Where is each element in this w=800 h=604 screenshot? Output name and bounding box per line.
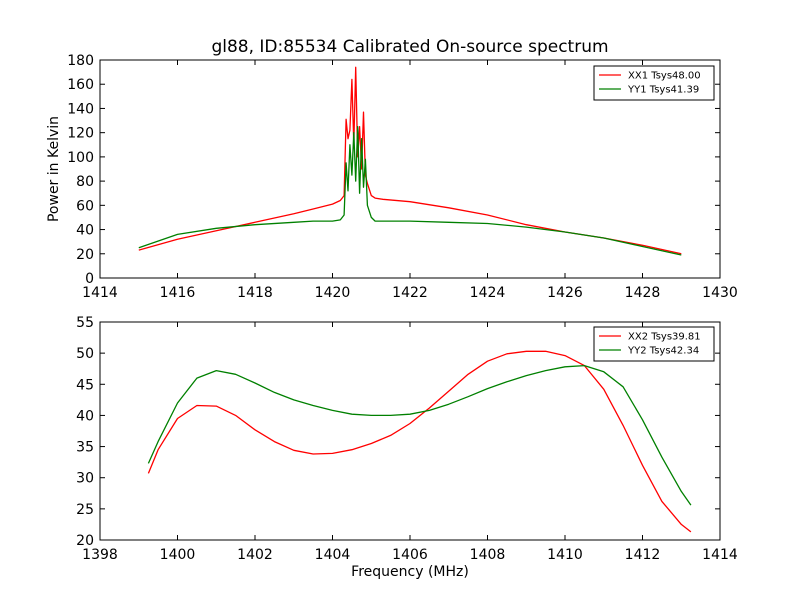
y-tick-label: 35: [76, 440, 94, 456]
y-tick-label: 0: [85, 271, 94, 287]
x-tick-label: 1426: [547, 285, 583, 301]
x-tick-label: 1410: [547, 547, 583, 563]
chart-title: gl88, ID:85534 Calibrated On-source spec…: [211, 37, 608, 57]
series-line-2: [147, 364, 692, 506]
y-tick-label: 25: [76, 502, 94, 518]
y-tick-label: 30: [76, 471, 94, 487]
y-tick-label: 20: [76, 533, 94, 549]
y-tick-label: 80: [76, 174, 94, 190]
y-tick-label: 180: [67, 53, 94, 69]
y-tick-label: 20: [76, 247, 94, 263]
x-tick-label: 1428: [625, 285, 661, 301]
legend-box: [593, 326, 715, 362]
plot-panel-2: 1398 1400 1402 1404 1406 1408 1410 1412 1414 20 25…: [76, 315, 738, 580]
y-axis-label: Power in Kelvin: [46, 116, 62, 222]
x-tick-label: 1422: [392, 285, 428, 301]
x-tick-label: 1420: [315, 285, 351, 301]
y-tick-label: 40: [76, 408, 94, 424]
x-tick-label: 1412: [625, 547, 661, 563]
legend: XX1 Tsys48.00 YY1 Tsys41.39: [593, 65, 715, 101]
x-tick-label: 1406: [392, 547, 428, 563]
x-tick-label: 1414: [702, 547, 738, 563]
y-tick-label: 50: [76, 346, 94, 362]
y-tick-label: 100: [67, 150, 94, 166]
x-tick-label: 1400: [160, 547, 196, 563]
x-tick-label: 1424: [470, 285, 506, 301]
y-tick-label: 60: [76, 198, 94, 214]
y-tick-label: 140: [67, 101, 94, 117]
x-tick-label: 1414: [82, 285, 118, 301]
legend-entry: XX2 Tsys39.81: [628, 332, 701, 343]
x-axis-label: Frequency (MHz): [351, 564, 469, 580]
x-tick-label: 1402: [237, 547, 273, 563]
legend-entry: YY2 Tsys42.34: [627, 346, 699, 357]
x-tick-label: 1430: [702, 285, 738, 301]
x-tick-label: 1418: [237, 285, 273, 301]
legend-box: [593, 65, 715, 101]
legend: XX2 Tsys39.81 YY2 Tsys42.34: [593, 326, 715, 362]
x-tick-label: 1398: [82, 547, 118, 563]
y-tick-label: 45: [76, 377, 94, 393]
series-line-2: [138, 125, 682, 256]
y-tick-label: 40: [76, 223, 94, 239]
y-tick-label: 55: [76, 315, 94, 331]
plot-panel-1: 1414 1416 1418 1420 1422 1424 1426 1428 1430 0 20 4…: [46, 53, 738, 301]
y-tick-label: 160: [67, 77, 94, 93]
legend-entry: YY1 Tsys41.39: [627, 85, 699, 96]
series-line-1: [147, 350, 692, 533]
legend-entry: XX1 Tsys48.00: [628, 71, 701, 82]
x-tick-label: 1416: [160, 285, 196, 301]
y-tick-label: 120: [67, 126, 94, 142]
x-tick-label: 1408: [470, 547, 506, 563]
x-tick-label: 1404: [315, 547, 351, 563]
